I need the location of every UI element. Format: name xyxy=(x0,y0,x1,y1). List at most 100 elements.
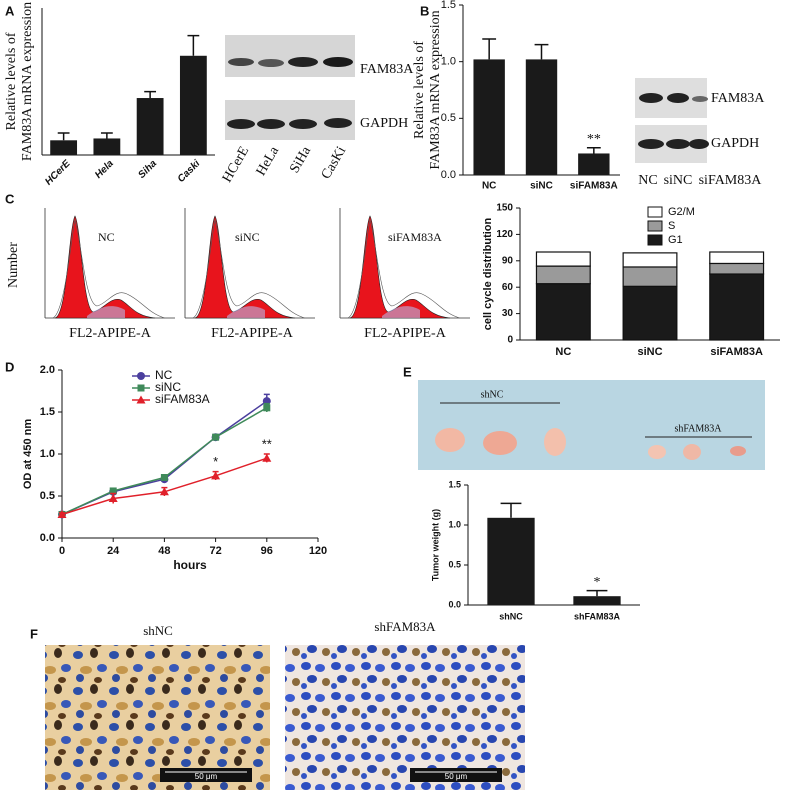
western-blot: FAM83A GAPDH HCerE HeLa SiHa CasKi xyxy=(220,35,414,185)
y-axis-label: cell cycle distribution xyxy=(482,217,494,330)
data-point xyxy=(211,471,221,480)
bar-segment xyxy=(622,252,678,268)
bar xyxy=(578,153,610,175)
lane-label: NC xyxy=(638,173,657,188)
error-bar xyxy=(586,589,608,597)
y-tick-label: 1.0 xyxy=(441,56,456,68)
flow-x-label: FL2-APIPE-A xyxy=(211,326,294,341)
data-point xyxy=(57,509,67,518)
bar-segment xyxy=(622,285,678,341)
x-tick-label: siNC xyxy=(637,346,662,358)
bar xyxy=(573,596,621,605)
scale-bar-label: 50 μm xyxy=(195,772,218,781)
group-label: shNC xyxy=(481,389,504,400)
y-tick-label: 0 xyxy=(507,335,513,346)
blot-background xyxy=(225,35,355,77)
blot-band xyxy=(666,139,690,149)
y-axis-label: FAM83A mRNA expression xyxy=(20,2,35,161)
y-tick-label: 0.0 xyxy=(40,532,55,544)
x-tick-label: 24 xyxy=(107,545,120,557)
flow-sample: NC xyxy=(98,230,115,244)
bar xyxy=(50,140,78,155)
x-tick-label: Caski xyxy=(176,158,203,185)
y-axis-label: Relative levels of xyxy=(4,32,19,130)
error-bar xyxy=(100,132,113,139)
ihc-image xyxy=(285,645,525,790)
ihc-label: shFAM83A xyxy=(374,619,436,634)
blot-label: GAPDH xyxy=(360,116,408,131)
group-label: shFAM83A xyxy=(674,423,722,434)
legend-label: siFAM83A xyxy=(155,392,210,406)
blot-band xyxy=(257,119,285,129)
lane-label: siNC xyxy=(664,173,693,188)
y-tick-label: 1.5 xyxy=(448,479,461,489)
bar-segment xyxy=(535,283,591,341)
data-point xyxy=(108,494,118,503)
x-tick-label: shFAM83A xyxy=(574,611,621,621)
flow-sample: siNC xyxy=(235,230,260,244)
ihc-images: shNC shFAM83A 50 μm 50 μm xyxy=(45,619,525,790)
error-bar xyxy=(187,34,200,56)
annotation: ** xyxy=(262,436,272,451)
photo-background xyxy=(418,380,765,470)
flow-plot xyxy=(184,207,316,319)
x-tick-label: 0 xyxy=(59,545,65,557)
x-tick-label: NC xyxy=(555,346,571,358)
panel-label: C xyxy=(5,191,15,206)
y-axis-label: FAM83A mRNA expression xyxy=(428,10,443,169)
x-tick-label: siNC xyxy=(530,181,553,192)
legend-marker xyxy=(137,384,145,392)
blot-band xyxy=(288,57,318,67)
x-tick-label: HCerE xyxy=(43,158,73,188)
legend-swatch xyxy=(647,234,663,246)
blot-band xyxy=(323,57,353,67)
legend-label: siNC xyxy=(155,380,181,394)
y-tick-label: 1.5 xyxy=(441,0,456,11)
legend-marker xyxy=(136,395,146,404)
error-bar xyxy=(586,147,601,154)
legend-marker xyxy=(137,372,145,380)
bar xyxy=(487,517,535,605)
x-tick-label: siFAM83A xyxy=(710,346,763,358)
annotation: * xyxy=(594,575,601,590)
annotation: * xyxy=(213,454,218,469)
x-tick-label: siFAM83A xyxy=(570,181,618,192)
blot-band xyxy=(258,59,284,67)
blot-band xyxy=(289,119,317,129)
panel-label: B xyxy=(420,3,429,18)
blot-band xyxy=(324,118,352,128)
y-tick-label: 1.0 xyxy=(40,448,55,460)
flow-histograms: Number FL2-APIPE-A FL2-APIPE-A FL2-APIPE… xyxy=(6,207,471,341)
tumor xyxy=(730,446,746,456)
bar-segment xyxy=(709,273,765,341)
bar xyxy=(473,59,505,175)
legend-label: G2/M xyxy=(668,206,695,218)
x-tick-label: shNC xyxy=(499,611,523,621)
y-tick-label: 0.5 xyxy=(448,559,461,569)
bar-segment xyxy=(709,251,765,265)
y-axis-label: OD at 450 nm xyxy=(22,419,34,490)
data-point xyxy=(262,453,272,462)
lane-label: SiHa xyxy=(287,143,314,175)
tumor xyxy=(483,431,517,455)
y-tick-label: 30 xyxy=(502,308,514,319)
flow-plot xyxy=(339,207,471,319)
data-point xyxy=(263,404,271,412)
blot-band xyxy=(228,58,254,66)
y-tick-label: 150 xyxy=(496,203,513,214)
ihc-image xyxy=(45,645,270,790)
blot-label: FAM83A xyxy=(360,62,414,77)
bar-segment xyxy=(535,251,591,267)
western-blot: FAM83A GAPDH NC siNC siFAM83A xyxy=(635,78,765,188)
blot-band xyxy=(689,139,709,149)
blot-label: FAM83A xyxy=(711,91,765,106)
error-bar xyxy=(57,132,70,141)
annotation: ** xyxy=(587,132,601,147)
series-line xyxy=(61,400,268,516)
error-bar xyxy=(534,43,549,60)
x-tick-label: Siha xyxy=(136,158,159,181)
bar xyxy=(525,59,558,175)
blot-band xyxy=(638,139,664,149)
